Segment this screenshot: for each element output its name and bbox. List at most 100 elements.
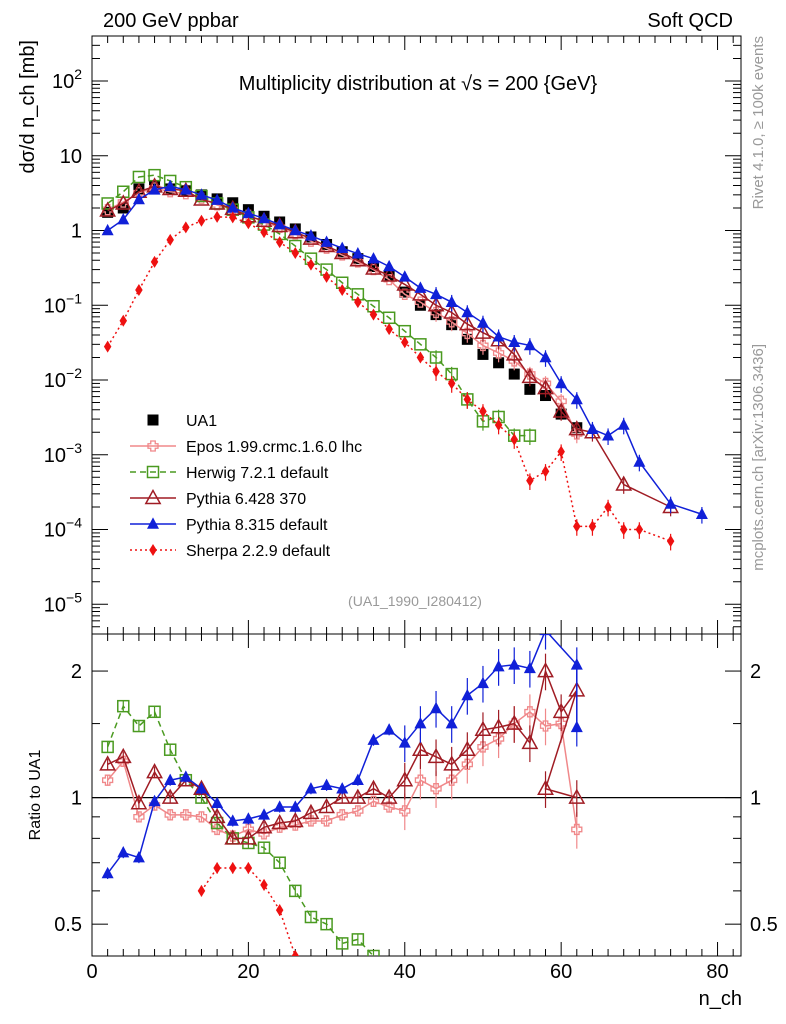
data-point [493,357,505,369]
ratio-point [445,716,458,729]
data-point [526,474,534,487]
data-point [401,336,409,349]
data-point [197,214,206,227]
data-point [414,338,427,351]
ratio-point [258,808,271,820]
data-point [103,340,112,353]
series-line [106,216,671,542]
data-point [182,221,190,234]
data-point [570,392,583,405]
data-point [523,429,537,442]
ratio-point [289,800,302,812]
data-point [494,419,503,432]
data-point [557,445,565,458]
ratio-point [430,783,442,795]
data-point [666,535,675,548]
legend-entry: Herwig 7.2.1 default [130,465,329,482]
data-point [619,523,628,536]
data-point [430,287,443,300]
data-point [552,402,570,418]
legend-label: Sherpa 2.2.9 default [186,543,331,560]
data-point [349,251,367,267]
legend-marker [147,517,159,529]
ratio-point [114,747,132,764]
ratio-point [537,779,554,795]
data-point [228,211,237,224]
data-point [117,212,130,225]
x-tick-label: 60 [550,961,572,983]
data-point [432,365,440,378]
ratio-point [333,788,351,804]
header-right-label: Soft QCD [647,10,733,32]
data-point [289,223,302,236]
ratio-point [552,702,570,719]
ratio-point [146,763,163,779]
y-tick-label: 1 [71,221,82,243]
data-point [242,206,255,219]
ratio-point [179,770,192,782]
ratio-point [211,796,224,808]
ratio-point [208,807,226,824]
ratio-point [257,841,271,854]
legend-entry: Pythia 8.315 default [130,517,328,534]
ratio-point [446,774,458,786]
ratio-point [224,829,242,845]
data-point [351,247,364,259]
data-point [101,197,114,210]
data-point [664,497,677,509]
series-line [107,174,530,437]
ratio-point [271,814,289,830]
ratio-point [117,845,130,858]
ratio-line [107,634,578,874]
ratio-point [351,773,364,786]
data-point [508,368,520,380]
ratio-point [228,862,237,875]
ratio-point [367,795,380,807]
ratio-series-1 [101,694,583,849]
legend-entry: UA1 [147,413,217,430]
data-point [135,283,143,296]
data-point [132,170,146,184]
y-tick-label: 10−4 [44,515,82,542]
ratio-point [367,733,380,745]
data-point [445,295,458,307]
ratio-point [318,797,335,814]
legend-entry: Epos 1.99.crmc.1.6.0 lhc [130,439,362,456]
data-point [463,393,472,406]
ratio-point [117,699,130,713]
ratio-point [349,788,367,804]
data-point [555,376,568,389]
x-axis-label: n_ch [699,988,742,1010]
legend-label: Pythia 8.315 default [186,517,328,534]
data-point [398,270,411,282]
y-tick-label: 10−2 [44,365,82,392]
ratio-point [255,818,273,834]
ratio-point [570,658,583,670]
data-point [414,299,426,311]
ratio-point [163,743,177,756]
ratio-point [273,800,286,812]
data-point [99,201,117,217]
data-point [492,347,505,359]
data-point [429,351,443,364]
ratio-point [490,718,508,734]
ratio-point [383,801,395,813]
data-point [352,253,364,265]
data-point [291,247,300,260]
ratio-y-tick-label: 0.5 [54,914,82,936]
data-point [411,285,429,301]
data-point [396,275,414,291]
ratio-y-tick-label-right: 2 [750,661,761,683]
data-point [102,206,114,218]
series-4 [101,179,708,524]
data-point [461,305,474,318]
data-point [380,266,398,282]
data-point [523,338,536,351]
data-point [492,330,505,342]
y-tick-label: 10−3 [44,440,82,467]
data-point [275,236,284,249]
legend-marker [144,488,162,505]
data-point [447,377,456,390]
ratio-point [492,659,505,672]
data-point [322,270,331,283]
